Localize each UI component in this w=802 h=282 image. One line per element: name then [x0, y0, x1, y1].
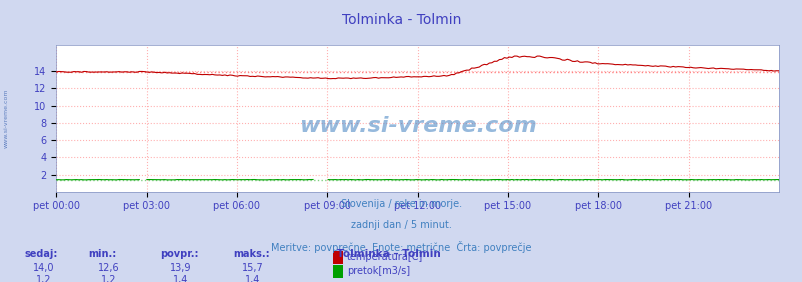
Text: Tolminka - Tolmin: Tolminka - Tolmin [342, 13, 460, 27]
Text: min.:: min.: [88, 249, 116, 259]
Text: temperatura[C]: temperatura[C] [346, 252, 423, 262]
Text: Slovenija / reke in morje.: Slovenija / reke in morje. [341, 199, 461, 209]
Text: zadnji dan / 5 minut.: zadnji dan / 5 minut. [350, 220, 452, 230]
Text: 1,2: 1,2 [100, 276, 116, 282]
Text: 1,4: 1,4 [172, 276, 188, 282]
Text: www.si-vreme.com: www.si-vreme.com [4, 89, 9, 148]
Text: 15,7: 15,7 [241, 263, 264, 273]
Text: sedaj:: sedaj: [24, 249, 58, 259]
Text: 1,2: 1,2 [36, 276, 52, 282]
Text: 1,4: 1,4 [245, 276, 261, 282]
Bar [333, 265, 342, 278]
Text: www.si-vreme.com: www.si-vreme.com [298, 116, 536, 136]
Text: 14,0: 14,0 [34, 263, 55, 273]
Text: pretok[m3/s]: pretok[m3/s] [346, 266, 410, 276]
Text: maks.:: maks.: [233, 249, 269, 259]
Text: povpr.:: povpr.: [160, 249, 199, 259]
Text: Tolminka – Tolmin: Tolminka – Tolmin [337, 249, 440, 259]
Text: 12,6: 12,6 [98, 263, 119, 273]
Text: 13,9: 13,9 [170, 263, 191, 273]
Bar [333, 251, 342, 264]
Text: Meritve: povprečne  Enote: metrične  Črta: povprečje: Meritve: povprečne Enote: metrične Črta:… [271, 241, 531, 253]
